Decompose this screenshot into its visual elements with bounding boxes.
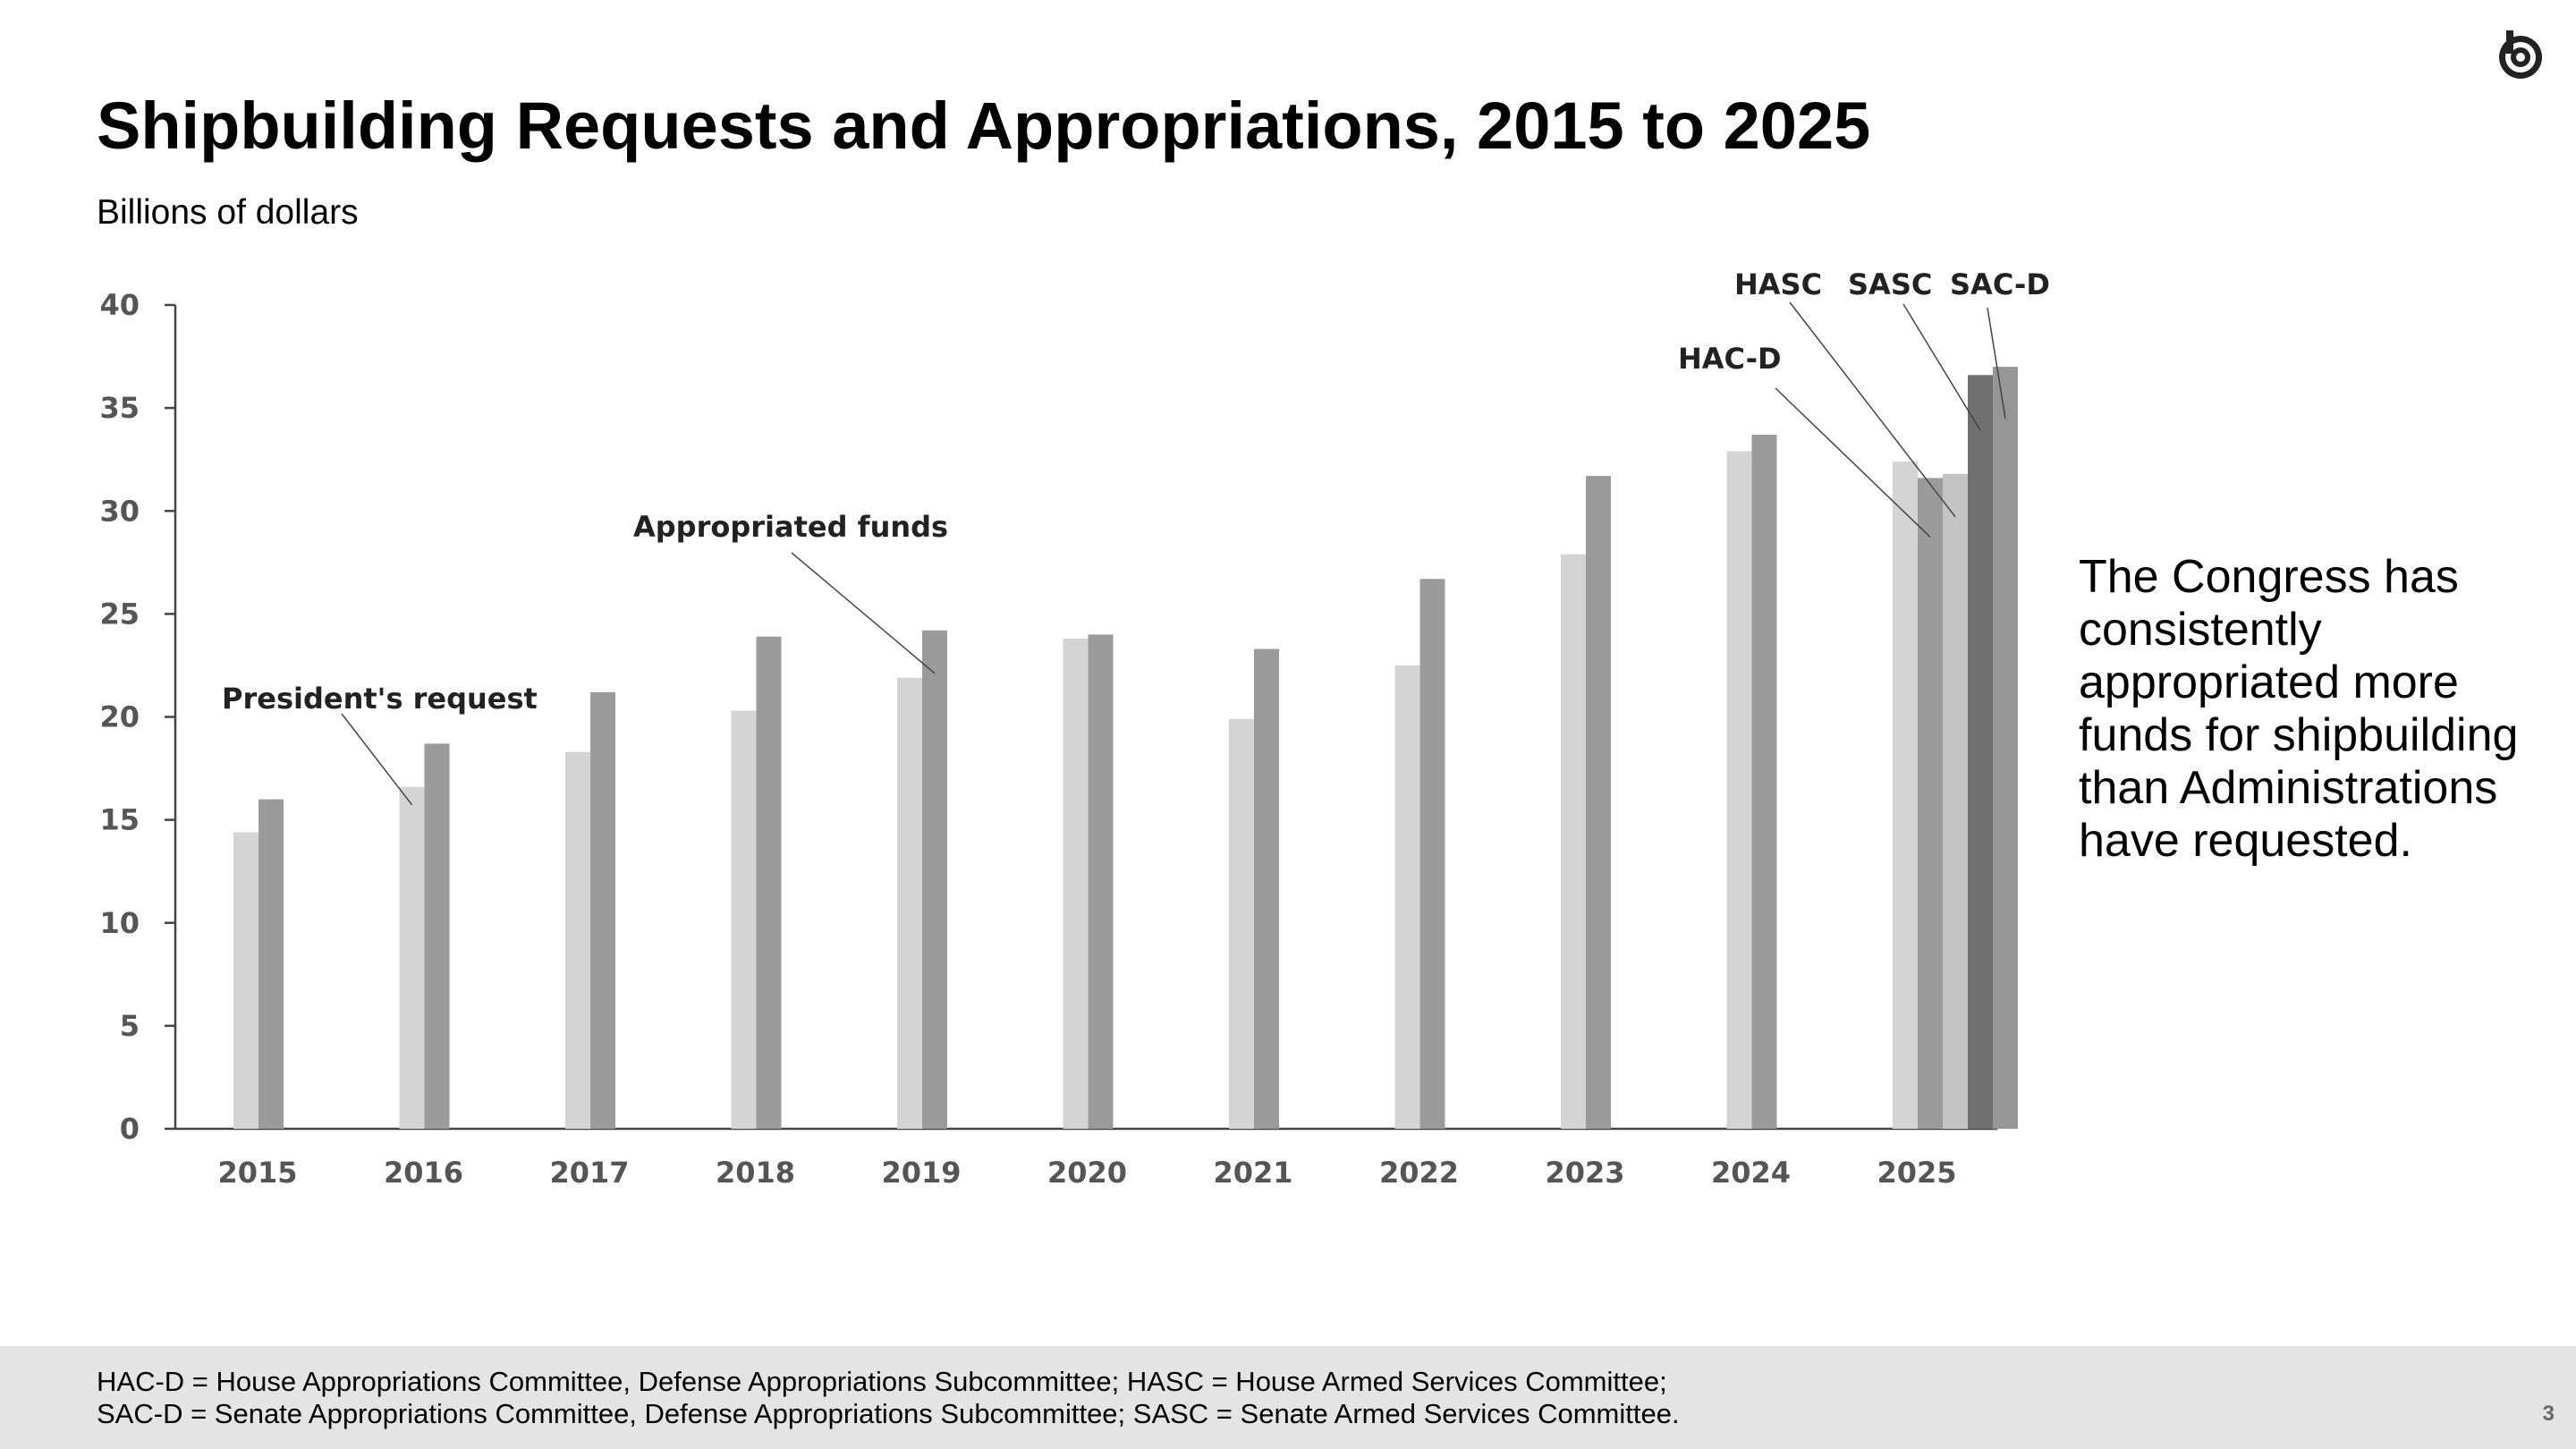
annotation-label: SAC-D: [1950, 267, 2050, 301]
bar-appropriated-2015: [258, 799, 284, 1129]
annotation-label: Appropriated funds: [633, 510, 948, 544]
cbo-logo-icon: [2499, 30, 2542, 79]
annotation-leader: [1775, 387, 1931, 538]
bar-request-2025: [1893, 461, 1918, 1129]
side-note: The Congress has consistently appropriat…: [2079, 551, 2519, 867]
annotation-label: HAC-D: [1678, 342, 1782, 376]
x-tick-label: 2020: [1047, 1156, 1127, 1190]
y-tick-label: 40: [99, 288, 140, 322]
footnote-line-1: HAC-D = House Appropriations Committee, …: [97, 1366, 1667, 1397]
bar-request-2015: [233, 832, 258, 1129]
bar-request-2023: [1561, 554, 1586, 1129]
bar-sasc-2025: [1968, 375, 1993, 1129]
annotation-leader: [341, 713, 413, 806]
x-tick-label: 2023: [1545, 1156, 1624, 1190]
bar-appropriated-2020: [1088, 634, 1114, 1129]
x-tick-label: 2022: [1379, 1156, 1459, 1190]
bar-request-2020: [1063, 639, 1089, 1129]
x-tick-label: 2024: [1711, 1156, 1791, 1190]
bar-hasc-2025: [1943, 473, 1968, 1129]
y-tick-label: 15: [99, 803, 140, 837]
bar-request-2024: [1726, 451, 1752, 1129]
x-tick-label: 2015: [217, 1156, 297, 1190]
x-tick-label: 2021: [1213, 1156, 1292, 1190]
bar-request-2017: [565, 751, 590, 1129]
bar-request-2018: [731, 710, 757, 1129]
x-tick-label: 2019: [881, 1156, 961, 1190]
y-tick-label: 0: [120, 1112, 140, 1146]
bar-hac-d-2025: [1918, 478, 1943, 1129]
y-tick-label: 5: [120, 1009, 140, 1043]
annotation-leader: [1987, 307, 2006, 419]
annotation-leader: [1902, 303, 1981, 431]
x-tick-label: 2018: [716, 1156, 795, 1190]
annotation-label: President's request: [222, 682, 538, 716]
footer: HAC-D = House Appropriations Committee, …: [0, 1346, 2576, 1449]
bar-appropriated-2016: [424, 743, 450, 1129]
annotation-leader: [791, 552, 936, 674]
page-number: 3: [2542, 1402, 2555, 1426]
y-tick-label: 10: [99, 906, 140, 940]
y-tick-label: 30: [99, 494, 140, 528]
bar-request-2019: [897, 677, 922, 1129]
page-title: Shipbuilding Requests and Appropriations…: [97, 89, 1871, 163]
x-tick-label: 2025: [1877, 1156, 1956, 1190]
bar-appropriated-2021: [1254, 648, 1279, 1129]
bar-sac-d-2025: [1993, 367, 2018, 1129]
annotation-label: SASC: [1848, 267, 1932, 301]
bar-appropriated-2024: [1751, 435, 1777, 1129]
y-tick-label: 35: [99, 391, 140, 425]
annotation-label: HASC: [1734, 267, 1822, 301]
bar-request-2016: [399, 786, 425, 1129]
chart-units: Billions of dollars: [97, 193, 359, 232]
bar-appropriated-2018: [756, 636, 782, 1129]
y-tick-label: 20: [99, 700, 140, 734]
annotation-leader: [1789, 301, 1956, 518]
footnote: HAC-D = House Appropriations Committee, …: [97, 1366, 1680, 1430]
bar-appropriated-2017: [590, 691, 615, 1129]
bar-request-2022: [1394, 665, 1420, 1129]
footnote-line-2: SAC-D = Senate Appropriations Committee,…: [97, 1398, 1680, 1429]
bar-request-2021: [1229, 718, 1254, 1129]
bar-appropriated-2019: [922, 630, 947, 1129]
x-tick-label: 2017: [549, 1156, 629, 1190]
bar-appropriated-2023: [1586, 476, 1611, 1129]
x-tick-label: 2016: [384, 1156, 463, 1190]
y-tick-label: 25: [99, 597, 140, 631]
bar-appropriated-2022: [1419, 579, 1445, 1129]
